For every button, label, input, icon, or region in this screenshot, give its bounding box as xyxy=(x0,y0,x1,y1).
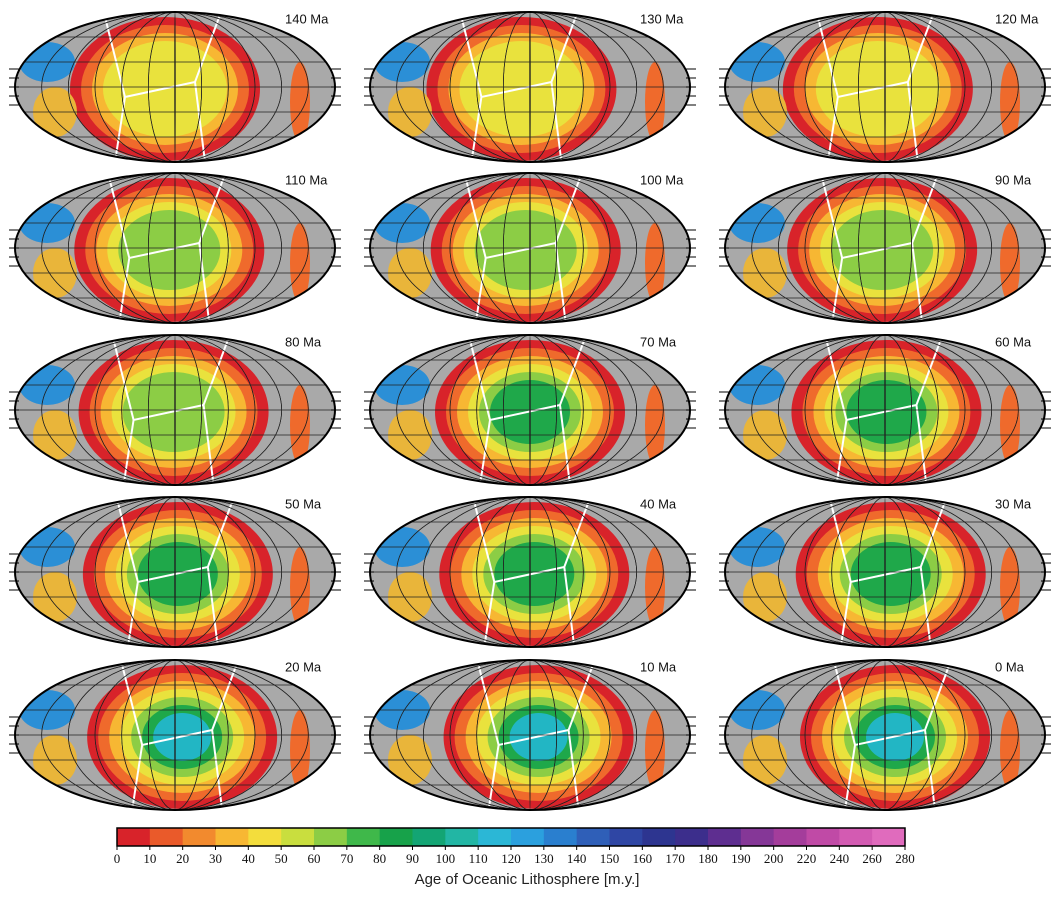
colorbar-cell xyxy=(314,828,347,846)
colorbar-tick-label: 190 xyxy=(731,851,751,866)
map-panel: 30 Ma xyxy=(719,496,1051,647)
colorbar-cell xyxy=(248,828,281,846)
colorbar-cell xyxy=(839,828,872,846)
colorbar-cell xyxy=(872,828,905,846)
colorbar-tick-label: 200 xyxy=(764,851,784,866)
colorbar-cell xyxy=(675,828,708,846)
panel-label: 80 Ma xyxy=(285,334,322,349)
map-panel: 110 Ma xyxy=(9,172,341,323)
colorbar-tick-label: 160 xyxy=(633,851,653,866)
colorbar-cell xyxy=(511,828,544,846)
colorbar-tick-label: 50 xyxy=(275,851,288,866)
colorbar-tick-label: 180 xyxy=(698,851,718,866)
colorbar-tick-label: 280 xyxy=(895,851,915,866)
map-panel: 70 Ma xyxy=(364,334,696,485)
colorbar-cell xyxy=(117,828,150,846)
colorbar-tick-label: 110 xyxy=(469,851,488,866)
map-panel: 40 Ma xyxy=(364,496,696,647)
colorbar-tick-label: 260 xyxy=(862,851,882,866)
colorbar-cell xyxy=(150,828,183,846)
colorbar-tick-label: 60 xyxy=(308,851,321,866)
colorbar-label: Age of Oceanic Lithosphere [m.y.] xyxy=(415,871,640,888)
colorbar-cell xyxy=(741,828,774,846)
colorbar-cell xyxy=(413,828,446,846)
colorbar-tick-label: 10 xyxy=(143,851,156,866)
map-panel: 120 Ma xyxy=(719,11,1051,162)
colorbar-cell xyxy=(347,828,380,846)
colorbar-cell xyxy=(478,828,511,846)
colorbar-cell xyxy=(774,828,807,846)
colorbar-tick-label: 140 xyxy=(567,851,587,866)
panel-label: 30 Ma xyxy=(995,496,1032,511)
colorbar-tick-label: 90 xyxy=(406,851,419,866)
colorbar-tick-label: 0 xyxy=(114,851,121,866)
colorbar-cell xyxy=(642,828,675,846)
map-panel: 60 Ma xyxy=(719,334,1051,485)
map-panel: 90 Ma xyxy=(719,172,1051,323)
map-panel: 100 Ma xyxy=(364,172,696,323)
colorbar-tick-label: 120 xyxy=(501,851,521,866)
colorbar-cell xyxy=(380,828,413,846)
map-panel: 20 Ma xyxy=(9,659,341,810)
colorbar-tick-label: 130 xyxy=(534,851,554,866)
panel-label: 90 Ma xyxy=(995,172,1032,187)
colorbar-cell xyxy=(807,828,840,846)
colorbar-cell xyxy=(216,828,249,846)
colorbar-cell xyxy=(183,828,216,846)
colorbar-cell xyxy=(544,828,577,846)
colorbar-cell xyxy=(708,828,741,846)
colorbar-tick-label: 150 xyxy=(600,851,620,866)
colorbar-tick-label: 80 xyxy=(373,851,386,866)
map-panel: 80 Ma xyxy=(9,334,341,485)
colorbar-tick-label: 40 xyxy=(242,851,255,866)
map-panel: 140 Ma xyxy=(9,11,341,162)
colorbar-tick-label: 30 xyxy=(209,851,222,866)
colorbar-tick-label: 240 xyxy=(830,851,850,866)
panel-label: 20 Ma xyxy=(285,659,322,674)
panel-label: 40 Ma xyxy=(640,496,677,511)
map-panel: 130 Ma xyxy=(364,11,696,162)
map-panel: 50 Ma xyxy=(9,496,341,647)
figure: Age of Oceanic Lithosphere [m.y.] 140 Ma… xyxy=(0,0,1055,912)
panel-label: 10 Ma xyxy=(640,659,677,674)
colorbar-tick-label: 170 xyxy=(665,851,685,866)
panel-label: 140 Ma xyxy=(285,11,329,26)
panel-label: 110 Ma xyxy=(285,172,328,187)
panel-label: 50 Ma xyxy=(285,496,322,511)
panel-label: 0 Ma xyxy=(995,659,1025,674)
colorbar-cell xyxy=(281,828,314,846)
map-panel: 10 Ma xyxy=(364,659,696,810)
colorbar-tick-label: 220 xyxy=(797,851,817,866)
map-panel: 0 Ma xyxy=(719,659,1051,810)
colorbar-tick-label: 20 xyxy=(176,851,189,866)
panel-label: 120 Ma xyxy=(995,11,1039,26)
colorbar-cell xyxy=(610,828,643,846)
panel-label: 70 Ma xyxy=(640,334,677,349)
panel-label: 100 Ma xyxy=(640,172,684,187)
colorbar-cell xyxy=(445,828,478,846)
colorbar-cell xyxy=(577,828,610,846)
panel-label: 60 Ma xyxy=(995,334,1032,349)
colorbar-tick-label: 70 xyxy=(340,851,353,866)
panel-label: 130 Ma xyxy=(640,11,684,26)
colorbar-tick-label: 100 xyxy=(436,851,456,866)
